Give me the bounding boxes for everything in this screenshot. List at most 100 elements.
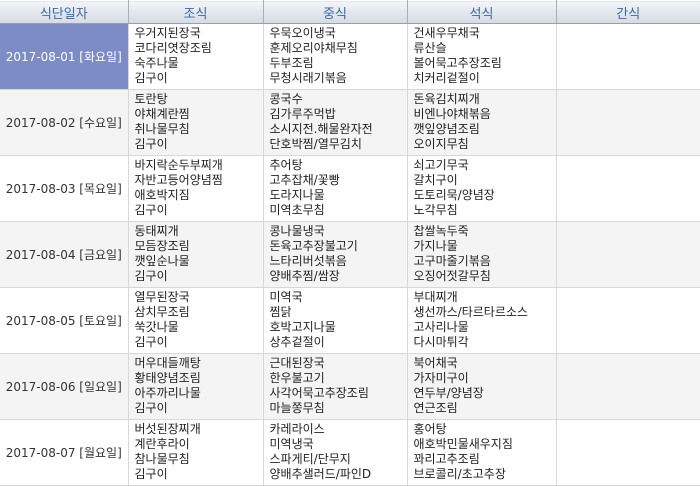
snack-cell — [556, 23, 700, 90]
menu-item: 스파게티/단무지 — [269, 452, 351, 466]
menu-item: 호박고지나물 — [269, 320, 336, 334]
menu-item: 노각무침 — [413, 203, 458, 217]
menu-item: 아주까리나물 — [134, 386, 201, 400]
breakfast-cell: 열무된장국 삼치무조림 쑥갓나물 김구이 — [128, 287, 264, 354]
lunch-cell: 근대된장국 한우불고기 사각어묵고추장조림 마늘쫑무침 — [263, 353, 408, 420]
breakfast-cell: 머우대들깨탕 황태양념조림 아주까리나물 김구이 — [128, 353, 264, 420]
date-cell[interactable]: 2017-08-03 [목요일] — [0, 155, 129, 222]
snack-cell — [556, 419, 700, 486]
menu-item: 브로콜리/초고추장 — [413, 467, 506, 481]
lunch-cell: 미역국 찜닭 호박고지나물 상추겉절이 — [263, 287, 408, 354]
menu-item: 오이지무침 — [413, 137, 469, 151]
snack-cell — [556, 155, 700, 222]
menu-item: 머우대들깨탕 — [134, 356, 201, 370]
menu-item: 건새우무채국 — [413, 26, 480, 40]
breakfast-cell: 바지락순두부찌개 자반고등어양념찜 애호박지짐 김구이 — [128, 155, 264, 222]
menu-item: 도라지나물 — [269, 188, 325, 202]
lunch-cell: 우묵오이냉국 훈제오리야채무침 두부조림 무청시래기볶음 — [263, 23, 408, 90]
menu-item: 훈제오리야채무침 — [269, 41, 358, 55]
menu-item: 모듬장조림 — [134, 239, 190, 253]
menu-item: 카레라이스 — [269, 422, 325, 436]
date-cell[interactable]: 2017-08-06 [일요일] — [0, 353, 129, 420]
menu-item: 미역국 — [269, 290, 303, 304]
table-header-row: 식단일자 조식 중식 석식 간식 — [0, 0, 700, 24]
menu-item: 김구이 — [134, 137, 168, 151]
menu-item: 북어채국 — [413, 356, 458, 370]
lunch-cell: 카레라이스 미역냉국 스파게티/단무지 양배추샐러드/파인D — [263, 419, 408, 486]
dinner-cell: 돈육김치찌개 비엔나야채볶음 깻잎양념조림 오이지무침 — [407, 89, 557, 156]
lunch-cell: 콩국수 김가루주먹밥 소시지전.해물완자전 단호박찜/열무김치 — [263, 89, 408, 156]
menu-item: 콩국수 — [269, 92, 303, 106]
menu-item: 생선까스/타르타르소스 — [413, 305, 528, 319]
menu-item: 우묵오이냉국 — [269, 26, 336, 40]
dinner-cell: 찹쌀녹두죽 가지나물 고구마줄기볶음 오징어젓갈무침 — [407, 221, 557, 288]
dinner-cell: 부대찌개 생선까스/타르타르소스 고사리나물 다시마튀각 — [407, 287, 557, 354]
menu-item: 사각어묵고추장조림 — [269, 386, 369, 400]
table-body: 2017-08-01 [화요일] 우거지된장국 코다리엿장조림 숙주나물 김구이 우묵… — [0, 23, 700, 486]
menu-item: 비엔나야채볶음 — [413, 107, 491, 121]
menu-item: 고구마줄기볶음 — [413, 254, 491, 268]
menu-item: 마늘쫑무침 — [269, 401, 325, 415]
menu-item: 느타리버섯볶음 — [269, 254, 347, 268]
date-cell[interactable]: 2017-08-04 [금요일] — [0, 221, 129, 288]
table-row: 2017-08-06 [일요일] 머우대들깨탕 황태양념조림 아주까리나물 김구이 근… — [0, 353, 700, 420]
menu-item: 김가루주먹밥 — [269, 107, 336, 121]
menu-item: 삼치무조림 — [134, 305, 190, 319]
menu-item: 애호박민물새우지짐 — [413, 437, 513, 451]
menu-item: 야채계란찜 — [134, 107, 190, 121]
menu-item: 깻잎순나물 — [134, 254, 190, 268]
breakfast-cell: 동태찌개 모듬장조림 깻잎순나물 김구이 — [128, 221, 264, 288]
table-row: 2017-08-01 [화요일] 우거지된장국 코다리엿장조림 숙주나물 김구이 우묵… — [0, 23, 700, 90]
menu-item: 류산슬 — [413, 41, 447, 55]
menu-item: 황태양념조림 — [134, 371, 201, 385]
menu-item: 가자미구이 — [413, 371, 469, 385]
dinner-cell: 건새우무채국 류산슬 볼어묵고추장조림 치커리겉절이 — [407, 23, 557, 90]
menu-item: 숙주나물 — [134, 56, 179, 70]
menu-item: 돈육김치찌개 — [413, 92, 480, 106]
menu-item: 돈육고추장불고기 — [269, 239, 358, 253]
menu-item: 상추겉절이 — [269, 335, 325, 349]
menu-item: 다시마튀각 — [413, 335, 469, 349]
menu-item: 한우불고기 — [269, 371, 325, 385]
snack-cell — [556, 353, 700, 420]
menu-item: 갈치구이 — [413, 173, 458, 187]
menu-item: 근대된장국 — [269, 356, 325, 370]
column-header-dinner: 석식 — [407, 0, 557, 24]
menu-item: 김구이 — [134, 203, 168, 217]
menu-item: 양배추샐러드/파인D — [269, 467, 372, 481]
column-header-date: 식단일자 — [0, 0, 129, 24]
menu-item: 계란후라이 — [134, 437, 190, 451]
menu-item: 미역초무침 — [269, 203, 325, 217]
menu-item: 콩나물냉국 — [269, 224, 325, 238]
date-cell[interactable]: 2017-08-01 [화요일] — [0, 23, 129, 90]
date-cell[interactable]: 2017-08-07 [월요일] — [0, 419, 129, 486]
snack-cell — [556, 221, 700, 288]
menu-item: 김구이 — [134, 467, 168, 481]
menu-item: 쇠고기무국 — [413, 158, 469, 172]
menu-item: 양배추찜/쌈장 — [269, 269, 340, 283]
menu-item: 연근조림 — [413, 401, 458, 415]
menu-item: 치커리겉절이 — [413, 71, 480, 85]
menu-item: 참나물무침 — [134, 452, 190, 466]
menu-item: 취나물무침 — [134, 122, 190, 136]
menu-item: 코다리엿장조림 — [134, 41, 212, 55]
menu-item: 김구이 — [134, 71, 168, 85]
menu-item: 우거지된장국 — [134, 26, 201, 40]
dinner-cell: 홍어탕 애호박민물새우지짐 꽈리고추조림 브로콜리/초고추장 — [407, 419, 557, 486]
menu-item: 두부조림 — [269, 56, 314, 70]
menu-item: 자반고등어양념찜 — [134, 173, 223, 187]
menu-item: 볼어묵고추장조림 — [413, 56, 502, 70]
menu-item: 애호박지짐 — [134, 188, 190, 202]
menu-item: 가지나물 — [413, 239, 458, 253]
date-cell[interactable]: 2017-08-02 [수요일] — [0, 89, 129, 156]
menu-item: 꽈리고추조림 — [413, 452, 480, 466]
date-cell[interactable]: 2017-08-05 [토요일] — [0, 287, 129, 354]
menu-item: 버섯된장찌개 — [134, 422, 201, 436]
table-row: 2017-08-07 [월요일] 버섯된장찌개 계란후라이 참나물무침 김구이 카레라… — [0, 419, 700, 486]
column-header-breakfast: 조식 — [128, 0, 264, 24]
menu-item: 연두부/양념장 — [413, 386, 484, 400]
breakfast-cell: 우거지된장국 코다리엿장조림 숙주나물 김구이 — [128, 23, 264, 90]
menu-item: 추어탕 — [269, 158, 303, 172]
table-row: 2017-08-03 [목요일] 바지락순두부찌개 자반고등어양념찜 애호박지짐 김구… — [0, 155, 700, 222]
snack-cell — [556, 89, 700, 156]
